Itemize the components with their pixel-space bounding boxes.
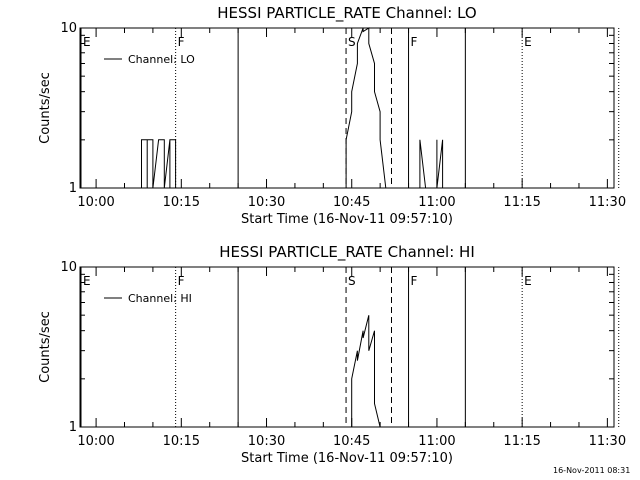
y-axis-label: Counts/sec <box>38 72 53 144</box>
x-tick-label: 10:00 <box>77 434 114 449</box>
plot-frame <box>79 266 615 428</box>
x-tick-label: 10:00 <box>77 195 114 210</box>
x-tick-label: 10:15 <box>163 195 200 210</box>
x-tick-label: 10:30 <box>248 195 285 210</box>
x-tick-label: 11:30 <box>589 434 626 449</box>
y-tick-label: 10 <box>60 21 77 36</box>
y-axis-label: Counts/sec <box>38 311 53 383</box>
chart-title: HESSI PARTICLE_RATE Channel: HI <box>219 243 475 262</box>
x-tick-label: 11:00 <box>418 434 455 449</box>
event-marker-label: S <box>348 274 356 288</box>
event-marker-label: E <box>524 274 532 288</box>
chart-panel-1: HESSI PARTICLE_RATE Channel: LO Counts/se… <box>38 4 626 227</box>
x-axis-label: Start Time (16-Nov-11 09:57:10) <box>241 212 453 227</box>
y-tick-label: 10 <box>60 260 77 275</box>
plot-frame <box>79 27 615 189</box>
y-tick-label: 1 <box>69 181 77 196</box>
x-tick-label: 10:15 <box>163 434 200 449</box>
event-marker-label: F <box>178 35 185 49</box>
event-marker-label: E <box>524 35 532 49</box>
x-tick-label: 10:45 <box>333 434 370 449</box>
plot-timestamp: 16-Nov-2011 08:31 <box>553 466 630 475</box>
event-marker-label: E <box>83 274 91 288</box>
event-marker-label: F <box>411 35 418 49</box>
x-axis-label: Start Time (16-Nov-11 09:57:10) <box>241 451 453 466</box>
chart-panel-2: HESSI PARTICLE_RATE Channel: HI Counts/se… <box>38 243 626 466</box>
y-tick-label: 1 <box>69 420 77 435</box>
event-marker-label: S <box>348 35 356 49</box>
x-tick-label: 10:45 <box>333 195 370 210</box>
event-marker-label: F <box>411 274 418 288</box>
x-tick-label: 11:15 <box>503 195 540 210</box>
event-marker-label: F <box>178 274 185 288</box>
series-line <box>141 27 444 189</box>
x-tick-label: 11:00 <box>418 195 455 210</box>
chart-title: HESSI PARTICLE_RATE Channel: LO <box>217 4 476 23</box>
legend-entry: Channel: HI <box>128 292 192 305</box>
series-line <box>351 315 381 428</box>
x-tick-label: 10:30 <box>248 434 285 449</box>
x-tick-label: 11:30 <box>589 195 626 210</box>
x-tick-label: 11:15 <box>503 434 540 449</box>
event-marker-label: E <box>83 35 91 49</box>
legend-entry: Channel: LO <box>128 53 195 66</box>
